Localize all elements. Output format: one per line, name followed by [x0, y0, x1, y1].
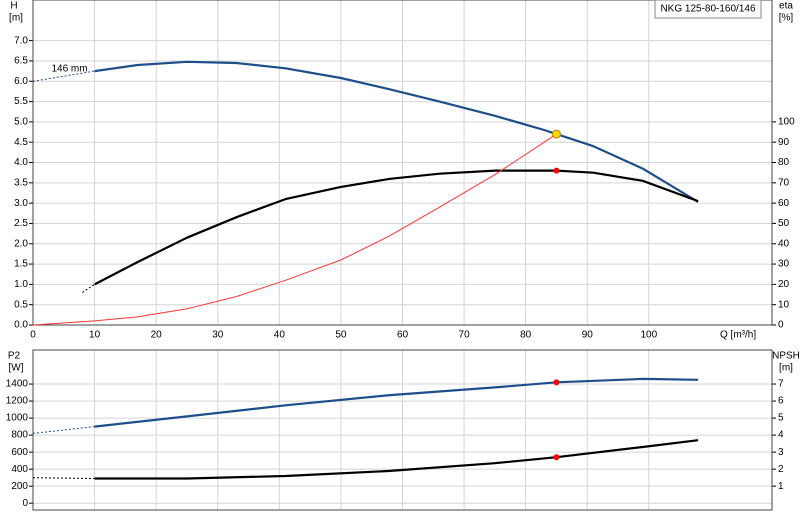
y-tick-label: 800 [11, 430, 28, 441]
y-tick-label: 1000 [6, 413, 29, 424]
x-tick-label: 100 [640, 330, 657, 341]
plot-frame [32, 0, 773, 326]
y2-axis-label: eta [779, 1, 793, 12]
curve [94, 377, 699, 428]
y2-tick-label: 70 [778, 177, 790, 188]
y2-tick-label: 50 [778, 218, 790, 229]
x-tick-label: 20 [151, 330, 163, 341]
y-tick-label: 4.0 [14, 157, 28, 168]
y-axis-label: H [10, 1, 17, 12]
curve [32, 70, 95, 82]
y-tick-label: 1.0 [14, 279, 28, 290]
y2-axis-unit: [m] [779, 363, 793, 374]
x-tick-label: 80 [520, 330, 532, 341]
duty-point [553, 454, 560, 461]
y2-tick-label: 10 [778, 299, 790, 310]
y-tick-label: 7.0 [14, 35, 28, 46]
y-axis-label: P2 [8, 351, 21, 362]
curve [94, 60, 699, 203]
y2-tick-label: 0 [778, 320, 784, 331]
curve [94, 169, 699, 286]
y2-axis-label: NPSH [772, 351, 800, 362]
x-tick-label: 70 [459, 330, 471, 341]
y2-tick-label: 100 [778, 117, 795, 128]
plot-frame [32, 349, 773, 511]
y-tick-label: 3.5 [14, 177, 28, 188]
y2-tick-label: 3 [778, 447, 784, 458]
chart-title: NKG 125-80-160/146 [660, 4, 756, 15]
curve [82, 283, 95, 293]
x-tick-label: 0 [30, 330, 36, 341]
y-axis-unit: [W] [9, 363, 24, 374]
y2-tick-label: 20 [778, 279, 790, 290]
y-tick-label: 6.0 [14, 76, 28, 87]
x-tick-label: 90 [582, 330, 594, 341]
y-tick-label: 5.5 [14, 96, 28, 107]
y2-tick-label: 30 [778, 259, 790, 270]
y-tick-label: 200 [11, 481, 28, 492]
y-tick-label: 6.5 [14, 56, 28, 67]
x-tick-label: 30 [212, 330, 224, 341]
duty-point [551, 129, 561, 139]
x-tick-label: 50 [335, 330, 347, 341]
y2-tick-label: 60 [778, 198, 790, 209]
x-tick-label: 40 [274, 330, 286, 341]
y-tick-label: 0 [22, 498, 28, 509]
y-tick-label: 3.0 [14, 198, 28, 209]
y2-tick-label: 5 [778, 413, 784, 424]
y-tick-label: 5.0 [14, 117, 28, 128]
y-tick-label: 1400 [6, 379, 29, 390]
y2-tick-label: 6 [778, 396, 784, 407]
y2-tick-label: 7 [778, 379, 784, 390]
annotation: 146 mm [51, 64, 87, 75]
duty-point [553, 167, 560, 174]
x-tick-label: 10 [89, 330, 101, 341]
x-tick-label: 60 [397, 330, 409, 341]
y2-tick-label: 4 [778, 430, 784, 441]
y-tick-label: 0.0 [14, 320, 28, 331]
y2-axis-unit: [%] [779, 13, 794, 24]
y-tick-label: 2.5 [14, 218, 28, 229]
y-tick-label: 4.5 [14, 137, 28, 148]
x-axis-label: Q [m³/h] [720, 330, 756, 341]
duty-point [553, 379, 560, 386]
title-box [654, 0, 762, 19]
y2-tick-label: 1 [778, 481, 784, 492]
curve [94, 439, 699, 480]
y-tick-label: 2.0 [14, 238, 28, 249]
y-tick-label: 1.5 [14, 259, 28, 270]
y2-tick-label: 40 [778, 238, 790, 249]
y2-tick-label: 2 [778, 464, 784, 475]
curve [32, 133, 557, 326]
y-axis-unit: [m] [9, 13, 23, 24]
y-tick-label: 600 [11, 447, 28, 458]
y-tick-label: 0.5 [14, 299, 28, 310]
y-tick-label: 1200 [6, 396, 29, 407]
y-tick-label: 400 [11, 464, 28, 475]
y2-tick-label: 80 [778, 157, 790, 168]
y2-tick-label: 90 [778, 137, 790, 148]
